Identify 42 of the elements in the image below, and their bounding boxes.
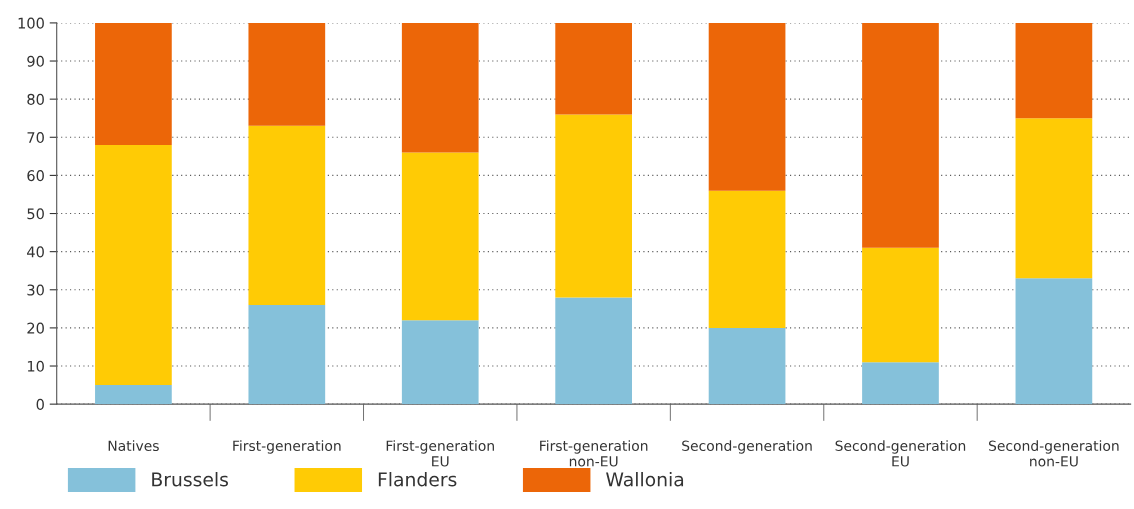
legend-label: Flanders <box>378 471 457 487</box>
x-tick-label: Natives <box>108 440 159 452</box>
y-tick-label: 20 <box>27 322 44 334</box>
bar <box>708 22 786 191</box>
x-tick-label: First-generation EU <box>386 440 494 467</box>
y-tick-label: 40 <box>27 246 44 258</box>
bar <box>862 247 939 363</box>
bar <box>555 114 632 298</box>
y-tick-label: 90 <box>27 55 44 67</box>
y-tick-label: 0 <box>36 398 44 410</box>
bar <box>95 144 172 386</box>
x-tick-label: Second-generation <box>682 440 812 454</box>
bar <box>1015 278 1093 405</box>
bar <box>1015 22 1093 119</box>
legend-label: Brussels <box>152 471 228 487</box>
bar <box>401 152 479 321</box>
bar <box>555 297 632 405</box>
y-tick-label: 10 <box>27 360 44 372</box>
y-tick-label: 100 <box>18 17 44 29</box>
y-tick-label: 50 <box>27 208 44 220</box>
x-tick-label: Second-generation non-EU <box>988 440 1119 467</box>
bar <box>401 320 479 405</box>
x-tick-label: Second-generation EU <box>835 440 966 467</box>
bar <box>95 385 172 405</box>
bar <box>248 22 326 126</box>
bar <box>862 22 939 248</box>
bar <box>1015 118 1093 279</box>
bar <box>401 22 479 153</box>
y-tick-label: 30 <box>27 284 44 296</box>
bar <box>862 362 939 405</box>
bar <box>248 305 326 405</box>
bar <box>95 22 172 145</box>
x-tick-label: First-generation non-EU <box>540 440 648 467</box>
legend-label: Wallonia <box>606 471 684 487</box>
bar <box>708 327 786 405</box>
y-tick-label: 70 <box>27 131 44 144</box>
y-tick-label: 80 <box>27 93 44 105</box>
x-tick-label: First-generation <box>233 440 341 454</box>
bar <box>708 190 786 328</box>
bar <box>555 22 632 115</box>
bar <box>248 125 326 306</box>
y-tick-label: 60 <box>27 170 44 182</box>
